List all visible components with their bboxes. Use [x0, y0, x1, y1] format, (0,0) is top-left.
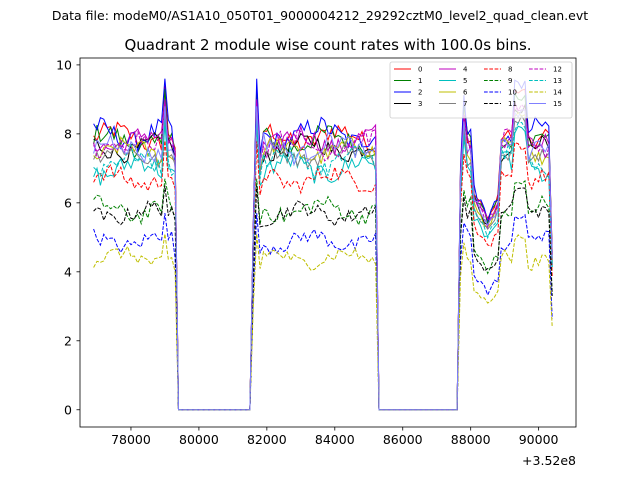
legend-label-15: 15 [553, 100, 562, 108]
legend-label-0: 0 [418, 66, 422, 74]
series-line-5 [93, 123, 553, 411]
legend-label-6: 6 [463, 89, 468, 97]
y-tick-label: 10 [56, 57, 72, 72]
legend-box [389, 61, 573, 119]
legend-label-10: 10 [508, 89, 517, 97]
axes-layer: 78000 80000 82000 84000 86000 88000 90000 +3.52… [56, 57, 577, 468]
legend-label-11: 11 [508, 100, 517, 108]
legend-label-4: 4 [463, 66, 468, 74]
y-tick-label: 8 [64, 126, 72, 141]
x-tick-label: 88000 [451, 432, 491, 447]
legend-label-5: 5 [463, 77, 467, 85]
series-line-11 [93, 185, 553, 411]
legend-label-7: 7 [463, 100, 467, 108]
series-line-14 [93, 233, 553, 411]
legend-label-3: 3 [418, 100, 422, 108]
legend-label-14: 14 [553, 89, 562, 97]
y-tick-label: 0 [64, 402, 72, 417]
legend-label-9: 9 [508, 77, 512, 85]
legend-label-13: 13 [553, 77, 562, 85]
legend-label-8: 8 [508, 66, 512, 74]
series-line-1 [93, 88, 553, 411]
legend-label-1: 1 [418, 77, 422, 85]
chart-suptitle: Data file: modeM0/AS1A10_050T01_90000042… [52, 8, 588, 23]
series-line-10 [93, 213, 553, 411]
legend-label-2: 2 [418, 89, 422, 97]
x-offset-label: +3.52e8 [522, 453, 576, 468]
series-line-13 [93, 120, 553, 411]
x-tick-label: 86000 [383, 432, 423, 447]
y-tick-label: 2 [64, 333, 72, 348]
series-line-15 [93, 106, 553, 411]
series-line-8 [93, 140, 553, 411]
y-tick-label: 4 [64, 264, 72, 279]
x-tick-label: 78000 [111, 432, 151, 447]
y-tick-label: 6 [64, 195, 72, 210]
x-tick-label: 90000 [519, 432, 559, 447]
chart-title: Quadrant 2 module wise count rates with … [124, 36, 531, 54]
x-tick-label: 80000 [179, 432, 219, 447]
series-line-9 [93, 178, 553, 411]
axes-frame [79, 57, 577, 428]
x-tick-label: 82000 [247, 432, 287, 447]
x-tick-label: 84000 [315, 432, 355, 447]
series-layer [93, 78, 553, 411]
legend-label-12: 12 [553, 66, 562, 74]
